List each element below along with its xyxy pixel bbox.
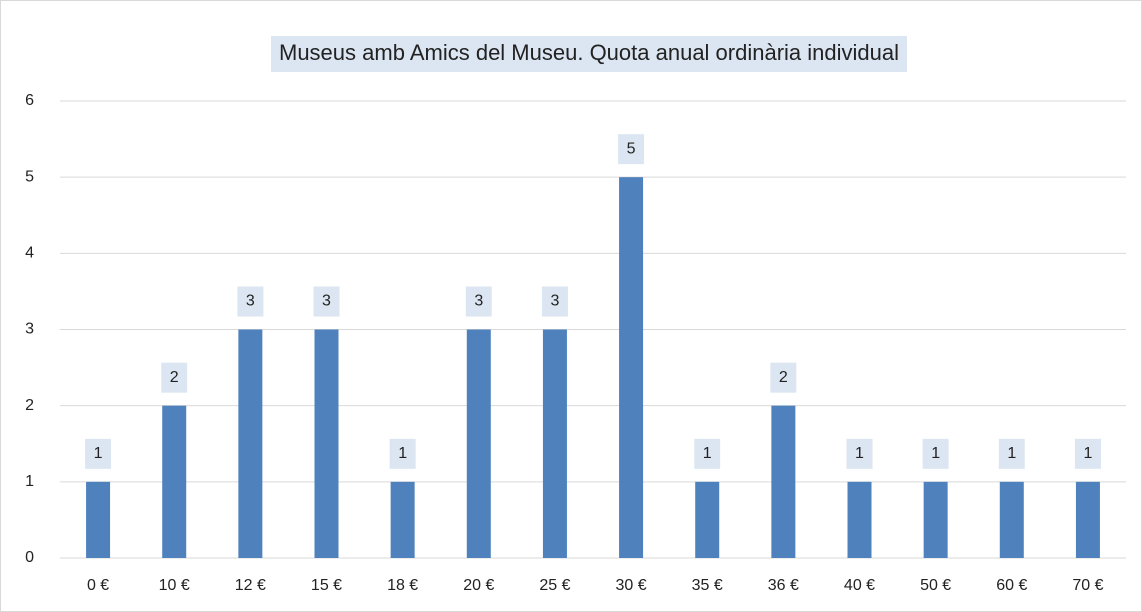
value-label: 1	[94, 445, 103, 462]
value-label: 1	[1083, 445, 1092, 462]
value-label-background	[313, 286, 340, 317]
value-label-background	[922, 438, 949, 469]
value-label-background	[389, 438, 416, 469]
bar	[999, 481, 1024, 558]
x-tick-label: 40 €	[844, 577, 875, 594]
value-label: 3	[246, 293, 255, 310]
value-label: 5	[627, 140, 636, 157]
value-label-background	[161, 362, 188, 393]
bar	[1075, 481, 1100, 558]
x-tick-label: 35 €	[692, 577, 723, 594]
x-tick-label: 25 €	[539, 577, 570, 594]
x-tick-label: 18 €	[387, 577, 418, 594]
x-tick-label: 10 €	[159, 577, 190, 594]
x-tick-label: 20 €	[463, 577, 494, 594]
value-label: 3	[322, 293, 331, 310]
title-background	[271, 36, 907, 72]
value-label: 1	[703, 445, 712, 462]
value-label: 1	[855, 445, 864, 462]
value-label: 3	[474, 293, 483, 310]
bar	[542, 329, 567, 558]
y-tick-label: 6	[25, 92, 34, 109]
value-label-background	[541, 286, 568, 317]
x-tick-label: 70 €	[1072, 577, 1103, 594]
value-label-background	[85, 438, 112, 469]
y-tick-label: 1	[25, 473, 34, 490]
x-tick-label: 0 €	[87, 577, 109, 594]
value-label-background	[846, 438, 873, 469]
value-label-background	[998, 438, 1025, 469]
bar	[923, 481, 948, 558]
value-label-background	[237, 286, 264, 317]
value-label: 1	[398, 445, 407, 462]
x-tick-label: 60 €	[996, 577, 1027, 594]
bar	[695, 481, 720, 558]
y-tick-label: 0	[25, 549, 34, 566]
x-tick-label: 12 €	[235, 577, 266, 594]
value-label: 1	[931, 445, 940, 462]
value-label: 3	[550, 293, 559, 310]
x-tick-label: 36 €	[768, 577, 799, 594]
value-label-background	[465, 286, 492, 317]
y-tick-label: 4	[25, 245, 34, 262]
y-tick-label: 3	[25, 321, 34, 338]
chart-title: Museus amb Amics del Museu. Quota anual …	[279, 40, 899, 65]
value-label-background	[1074, 438, 1101, 469]
bar	[314, 329, 339, 558]
bar	[86, 481, 111, 558]
value-label-background	[770, 362, 797, 393]
bar	[390, 481, 415, 558]
x-tick-label: 50 €	[920, 577, 951, 594]
bar	[847, 481, 872, 558]
y-tick-label: 2	[25, 397, 34, 414]
x-tick-label: 15 €	[311, 577, 342, 594]
value-label-background	[618, 134, 645, 165]
x-tick-label: 30 €	[616, 577, 647, 594]
value-label-background	[694, 438, 721, 469]
bar	[162, 405, 187, 558]
value-label: 1	[1007, 445, 1016, 462]
value-label: 2	[779, 369, 788, 386]
bar	[238, 329, 263, 558]
bar	[771, 405, 796, 558]
bar	[466, 329, 491, 558]
y-tick-label: 5	[25, 168, 34, 185]
bar	[619, 177, 644, 558]
value-label: 2	[170, 369, 179, 386]
